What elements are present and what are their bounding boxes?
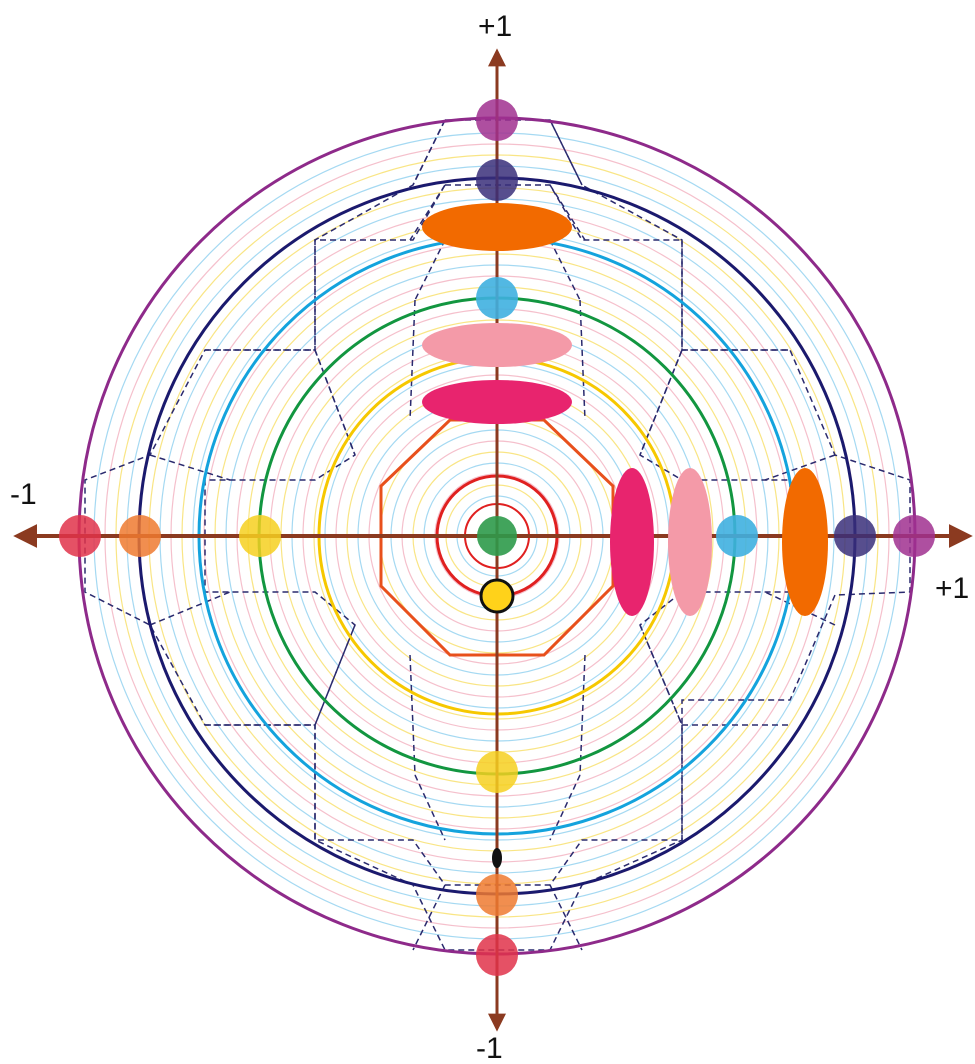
dashed-spoke (764, 591, 836, 626)
dashed-spoke (412, 119, 446, 186)
magenta-ellipse-right (610, 468, 654, 616)
dashed-spoke (579, 654, 586, 776)
red-dot-bottom (476, 934, 518, 976)
dashed-spoke (764, 454, 836, 481)
black-dot-bottom (492, 848, 502, 868)
cyan-dot-top (476, 277, 518, 319)
pink-ellipse-right (668, 468, 712, 616)
center-dot (477, 516, 517, 556)
dashed-spoke (579, 299, 586, 421)
y-axis-negative-label: -1 (476, 1032, 503, 1064)
dashed-spoke (409, 184, 446, 241)
purple-dot-top (476, 99, 518, 141)
dashed-spoke (549, 119, 583, 186)
red-dot-left (59, 515, 101, 557)
gold-dot (479, 578, 515, 614)
cyan-dot-right (716, 515, 758, 557)
dashed-spoke (409, 299, 416, 421)
dashed-spoke (314, 624, 356, 726)
yellow-dot-bottom (476, 751, 518, 793)
pink-ellipse-top (422, 323, 572, 367)
x-axis-positive-label: +1 (935, 572, 969, 605)
dashed-spoke (414, 239, 446, 301)
dashed-spoke (409, 654, 416, 776)
dashed-spoke (549, 239, 581, 301)
orange-ellipse-right (782, 468, 828, 616)
dashed-spoke (412, 884, 446, 951)
dashed-spoke (414, 774, 446, 841)
navy-dot-top (476, 159, 518, 201)
dashed-spoke (549, 774, 581, 841)
dashed-spoke (549, 184, 586, 241)
dashed-spoke (639, 624, 683, 726)
y-axis-positive-label: +1 (478, 10, 512, 43)
dashed-spoke (149, 454, 231, 481)
orange-dot-left (119, 515, 161, 557)
dashed-spoke (549, 884, 583, 951)
x-axis-negative-label: -1 (10, 478, 37, 511)
purple-dot-right (893, 515, 935, 557)
orange-octagon (379, 418, 615, 657)
yellow-dot-left (239, 515, 281, 557)
dashed-spoke (149, 591, 231, 626)
magenta-ellipse-top (422, 380, 572, 424)
orange-dot-bottom (476, 874, 518, 916)
orange-ellipse-top (422, 203, 572, 251)
navy-dot-right (834, 515, 876, 557)
